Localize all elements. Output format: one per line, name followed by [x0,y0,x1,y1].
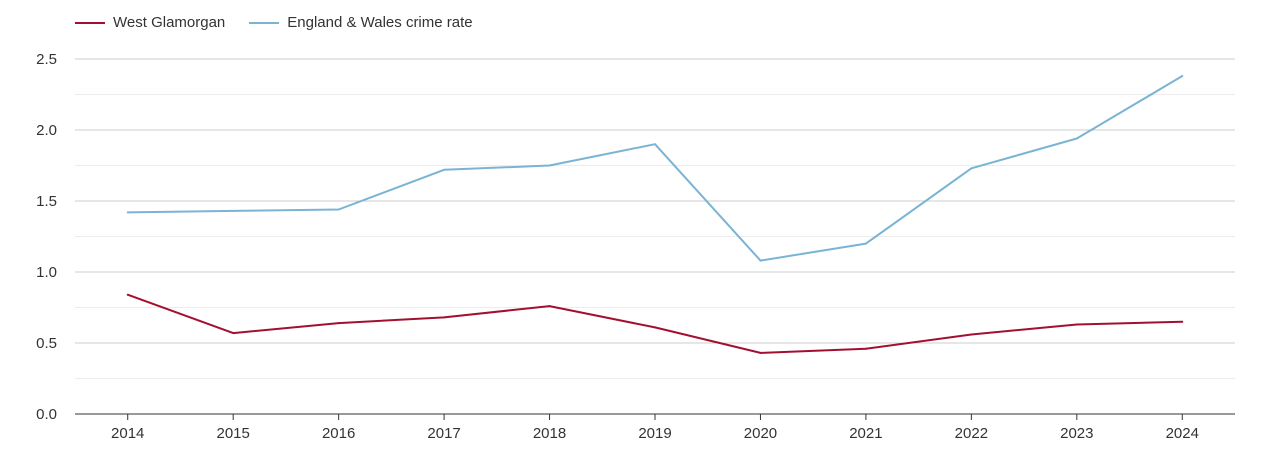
y-tick-label: 0.0 [36,406,57,423]
data-point-england-wales-crime-rate [970,167,973,170]
data-point-england-wales-crime-rate [126,211,129,214]
data-point-west-glamorgan [970,333,973,336]
legend-label-west-glamorgan: West Glamorgan [113,14,226,31]
legend-swatch-west-glamorgan [75,21,105,24]
legend: West Glamorgan England & Wales crime rat… [75,14,497,31]
data-point-west-glamorgan [1075,323,1078,326]
data-point-west-glamorgan [864,347,867,350]
data-point-west-glamorgan [443,316,446,319]
data-point-england-wales-crime-rate [864,242,867,245]
x-tick-label: 2019 [638,425,671,442]
x-tick-label: 2022 [955,425,988,442]
data-point-west-glamorgan [126,293,129,296]
data-point-west-glamorgan [232,332,235,335]
legend-item-england-wales: England & Wales crime rate [249,14,473,31]
legend-item-west-glamorgan: West Glamorgan [75,14,225,31]
y-tick-label: 2.5 [36,51,57,68]
y-tick-label: 1.0 [36,264,57,281]
data-point-west-glamorgan [759,351,762,354]
data-point-west-glamorgan [1181,320,1184,323]
x-tick-label: 2020 [744,425,777,442]
x-tick-label: 2015 [216,425,249,442]
legend-label-england-wales: England & Wales crime rate [287,14,473,31]
data-point-england-wales-crime-rate [1075,137,1078,140]
data-point-west-glamorgan [654,326,656,329]
data-point-england-wales-crime-rate [654,143,656,146]
x-tick-label: 2018 [533,425,566,442]
x-tick-label: 2017 [427,425,460,442]
x-tick-label: 2023 [1060,425,1093,442]
y-tick-label: 1.5 [36,193,57,210]
data-point-england-wales-crime-rate [548,164,551,167]
legend-swatch-england-wales [249,21,280,24]
x-tick-label: 2024 [1166,425,1199,442]
data-point-west-glamorgan [548,305,551,308]
y-tick-label: 0.5 [36,335,57,352]
x-tick-label: 2014 [111,425,144,442]
data-point-england-wales-crime-rate [1181,75,1184,78]
y-tick-label: 2.0 [36,122,57,139]
data-point-england-wales-crime-rate [337,208,340,211]
x-tick-label: 2021 [849,425,882,442]
x-tick-label: 2016 [322,425,355,442]
data-point-england-wales-crime-rate [759,259,762,262]
data-point-west-glamorgan [337,322,340,325]
series-line-england-wales-crime-rate [127,75,1183,262]
data-point-england-wales-crime-rate [443,168,446,171]
series-line-west-glamorgan [127,293,1183,354]
data-point-england-wales-crime-rate [232,209,235,212]
